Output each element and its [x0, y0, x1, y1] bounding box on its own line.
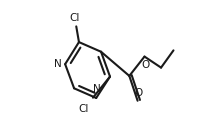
Text: N: N: [94, 84, 101, 94]
Text: O: O: [141, 60, 149, 70]
Text: O: O: [134, 88, 142, 98]
Text: N: N: [54, 59, 61, 69]
Text: Cl: Cl: [79, 104, 89, 114]
Text: Cl: Cl: [70, 13, 80, 23]
